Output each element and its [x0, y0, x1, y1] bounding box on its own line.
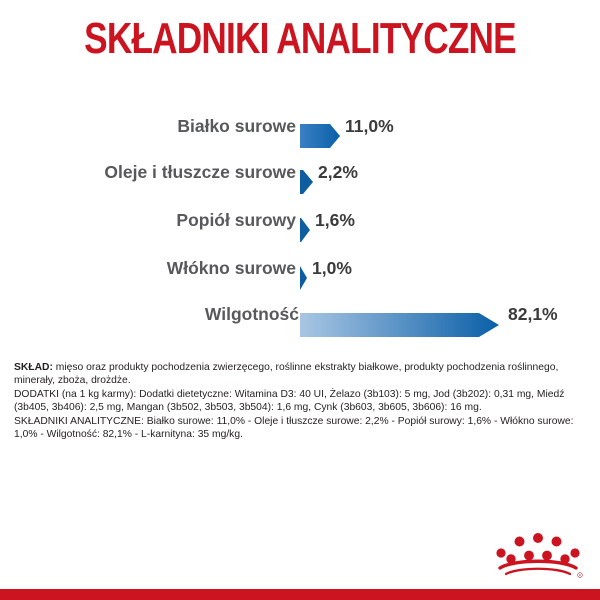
- svg-text:R: R: [579, 573, 581, 577]
